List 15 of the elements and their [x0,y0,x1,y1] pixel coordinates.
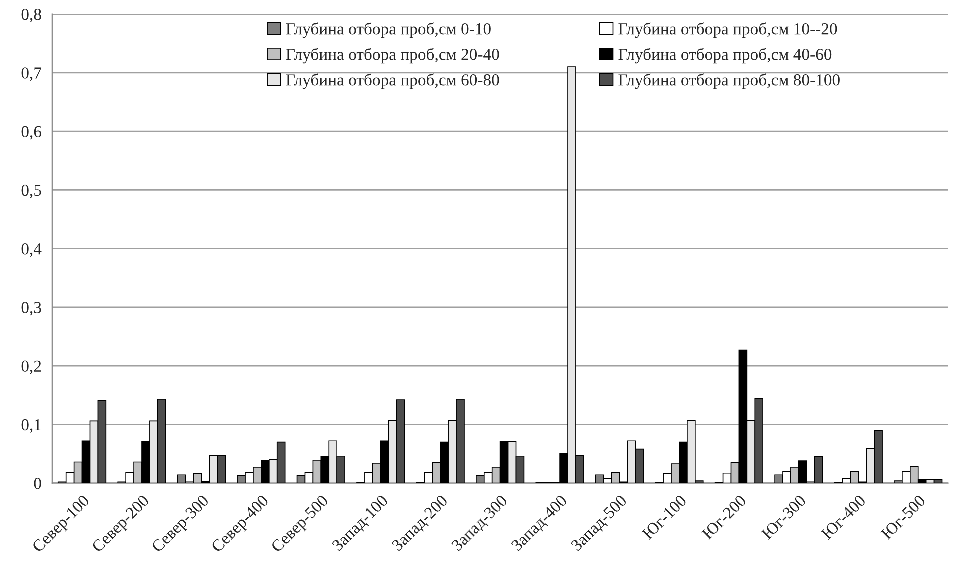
legend-label: Глубина отбора проб,см 40-60 [618,48,832,64]
y-tick-label: 0,7 [22,68,42,82]
y-tick-label: 0,1 [22,419,41,434]
legend-label: Глубина отбора проб,см 60-80 [286,74,500,90]
legend-label: Глубина отбора проб,см 80-100 [618,74,840,90]
y-tick-label: 0,5 [22,184,42,199]
y-tick-label: 0 [34,478,42,490]
y-tick-label: 0,3 [22,302,42,316]
legend-label: Глубина отбора проб,см 0-10 [286,22,491,38]
legend-label: Глубина отбора проб,см 10--20 [618,22,838,38]
legend-label: Глубина отбора проб,см 20-40 [286,48,500,64]
y-tick-label: 0,2 [22,360,42,374]
y-tick-label: 0,8 [22,9,42,23]
y-tick-label: 0,6 [22,126,42,140]
y-tick-label: 0,4 [22,244,42,258]
